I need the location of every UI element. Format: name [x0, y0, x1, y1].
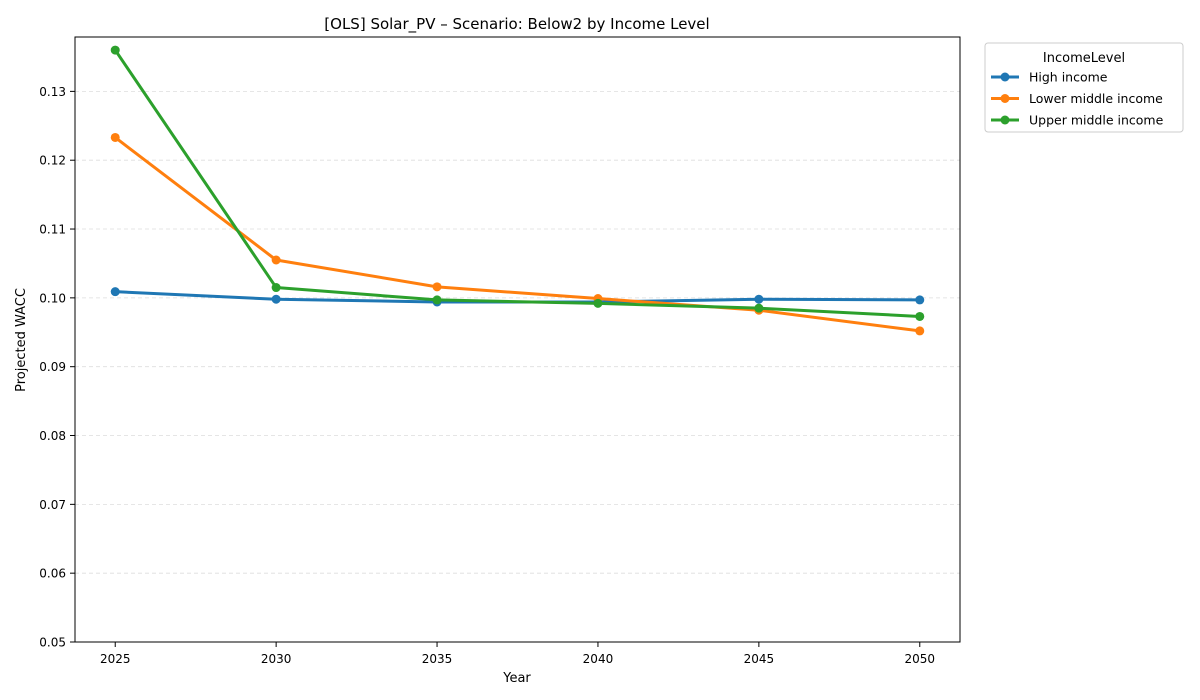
series-line: [113, 48, 922, 318]
grid-lines: [75, 90, 960, 643]
legend-box: [984, 42, 1184, 133]
legend-entry: High income: [991, 70, 1108, 85]
x-tick-label: 2035: [422, 652, 453, 666]
x-axis-label: Year: [502, 671, 531, 686]
series-1: [110, 132, 925, 336]
legend-label: Lower middle income: [1029, 91, 1163, 106]
data-point: [754, 294, 764, 304]
data-point: [271, 283, 281, 293]
data-point: [110, 45, 120, 55]
y-tick-label: 0.11: [39, 223, 66, 237]
legend-items: High income Lower middle income Upper midd…: [991, 70, 1164, 128]
legend-entry: Upper middle income: [991, 113, 1164, 128]
legend-label: Upper middle income: [1029, 113, 1164, 128]
data-point: [432, 282, 442, 292]
y-tick-label: 0.09: [39, 360, 66, 374]
series-0: [110, 287, 925, 307]
legend-title: IncomeLevel: [1043, 51, 1125, 66]
data-point: [271, 255, 281, 265]
x-tick-label: 2030: [261, 652, 292, 666]
y-axis-label: Projected WACC: [14, 288, 29, 392]
data-point: [915, 311, 925, 321]
x-tick-label: 2025: [100, 652, 131, 666]
legend-label: High income: [1029, 70, 1108, 85]
y-tick-label: 0.05: [39, 636, 66, 650]
y-tick-label: 0.06: [39, 567, 66, 581]
plot-area-frame: [74, 36, 961, 643]
legend-marker-swatch: [1000, 72, 1010, 82]
axes: 0.05 0.06 0.07 0.08 0.09 0.10 0.11 0.12 0.13 2025…: [39, 85, 935, 666]
data-point: [754, 303, 764, 313]
data-point: [432, 295, 442, 305]
y-tick-label: 0.07: [39, 498, 66, 512]
data-point: [271, 294, 281, 304]
series: [110, 45, 925, 336]
y-tick-label: 0.10: [39, 291, 66, 305]
y-tick-label: 0.12: [39, 154, 66, 168]
legend-entry: Lower middle income: [991, 91, 1163, 106]
legend-marker-swatch: [1000, 94, 1010, 103]
data-point: [110, 287, 120, 297]
y-tick-label: 0.08: [39, 429, 66, 443]
legend: IncomeLevel High income Lower middle inco…: [984, 42, 1184, 133]
data-point: [915, 326, 925, 336]
x-tick-label: 2040: [583, 652, 614, 666]
data-point: [915, 295, 925, 305]
data-point: [593, 298, 603, 308]
x-tick-label: 2050: [904, 652, 935, 666]
data-point: [110, 132, 120, 142]
chart-title: [OLS] Solar_PV – Scenario: Below2 by Inc…: [324, 15, 709, 34]
x-tick-label: 2045: [744, 652, 775, 666]
series-2: [110, 45, 925, 321]
series-line: [113, 135, 922, 333]
legend-marker-swatch: [1000, 115, 1010, 125]
y-tick-label: 0.13: [39, 85, 66, 99]
